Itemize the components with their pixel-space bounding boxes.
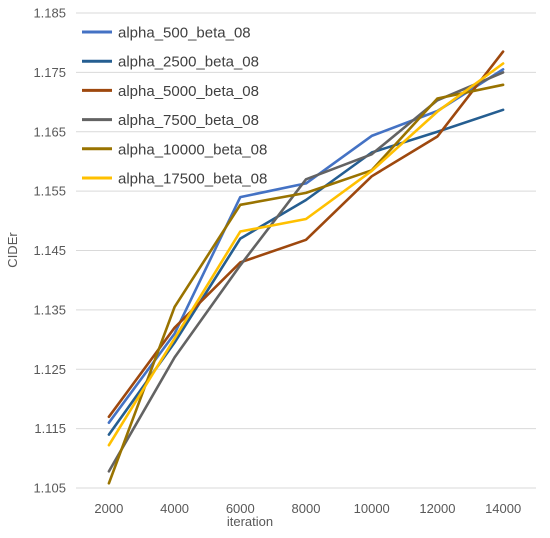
legend-label: alpha_10000_beta_08 — [118, 141, 267, 158]
x-tick-label: 12000 — [419, 501, 455, 516]
legend: alpha_500_beta_08 alpha_2500_beta_08alpha… — [82, 25, 267, 188]
series-line-alpha-5000-beta-08 — [107, 50, 505, 419]
series-line-alpha-17500-beta-08 — [107, 62, 505, 447]
legend-label: alpha_17500_beta_08 — [118, 171, 267, 188]
x-tick-label: 6000 — [226, 501, 255, 516]
x-tick-labels: 2000 4000 6000 8000 10000 12000 14000 — [94, 501, 521, 516]
legend-item: alpha_500_beta_08 — [82, 25, 251, 42]
series-line-alpha-2500-beta-08 — [107, 108, 505, 436]
legend-item: alpha_17500_beta_08 — [82, 171, 267, 188]
y-tick-label: 1.155 — [33, 184, 66, 199]
x-tick-label: 10000 — [354, 501, 390, 516]
y-tick-label: 1.125 — [33, 362, 66, 377]
y-tick-label: 1.175 — [33, 65, 66, 80]
legend-label: alpha_7500_beta_08 — [118, 112, 259, 129]
x-tick-label: 14000 — [485, 501, 521, 516]
y-tick-label: 1.135 — [33, 302, 66, 317]
x-tick-label: 2000 — [94, 501, 123, 516]
legend-label: alpha_500_beta_08 — [118, 25, 251, 42]
legend-item: alpha_7500_beta_08 — [82, 112, 259, 129]
y-tick-label: 1.185 — [33, 6, 66, 21]
series-lines — [107, 50, 505, 485]
legend-item: alpha_2500_beta_08 — [82, 54, 259, 71]
y-tick-label: 1.105 — [33, 481, 66, 496]
y-tick-label: 1.165 — [33, 124, 66, 139]
x-tick-label: 4000 — [160, 501, 189, 516]
y-tick-labels: 1.105 1.115 1.125 1.135 1.145 1.155 1.165 1.175… — [33, 6, 66, 496]
y-tick-label: 1.145 — [33, 243, 66, 258]
x-tick-label: 8000 — [292, 501, 321, 516]
y-tick-label: 1.115 — [34, 421, 66, 436]
legend-label: alpha_5000_beta_08 — [118, 83, 259, 100]
y-axis-title: CIDEr — [5, 232, 20, 268]
x-axis-title: iteration — [227, 514, 273, 529]
legend-item: alpha_5000_beta_08 — [82, 83, 259, 100]
series-line-alpha-10000-beta-08 — [107, 83, 505, 485]
legend-item: alpha_10000_beta_08 — [82, 141, 267, 158]
legend-label: alpha_2500_beta_08 — [118, 54, 259, 71]
